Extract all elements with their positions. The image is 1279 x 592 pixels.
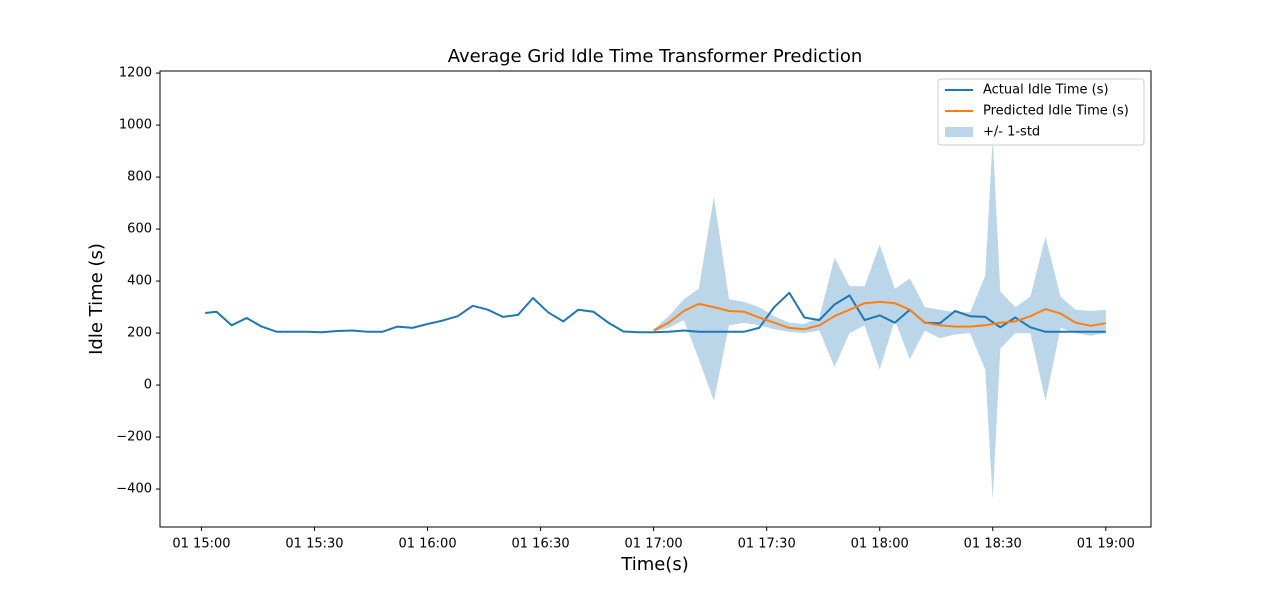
- legend-box: [937, 78, 1145, 146]
- legend-label: Predicted Idle Time (s): [983, 104, 1129, 119]
- y-tick-label: 800: [127, 170, 152, 185]
- legend-label: +/- 1-std: [983, 125, 1040, 140]
- y-tick-label: 400: [127, 274, 152, 289]
- std-band: [653, 138, 1106, 500]
- x-tick-label: 01 17:00: [625, 537, 683, 552]
- x-tick-label: 01 16:00: [398, 537, 456, 552]
- x-axis-label: Time(s): [620, 554, 688, 575]
- y-tick-label: 1000: [119, 118, 152, 133]
- y-tick-label: 1200: [119, 66, 152, 81]
- chart-title: Average Grid Idle Time Transformer Predi…: [448, 46, 863, 67]
- legend-swatch: [945, 127, 973, 137]
- legend-label: Actual Idle Time (s): [983, 83, 1109, 98]
- x-tick-label: 01 18:00: [851, 537, 909, 552]
- x-tick-label: 01 17:30: [738, 537, 796, 552]
- x-tick-label: 01 16:30: [512, 537, 570, 552]
- plot-frame: [159, 70, 1152, 528]
- y-tick-label: −200: [116, 430, 152, 445]
- y-tick-label: 200: [127, 326, 152, 341]
- x-tick-label: 01 15:30: [285, 537, 343, 552]
- x-tick-label: 01 19:00: [1077, 537, 1135, 552]
- y-tick-label: 0: [144, 378, 152, 393]
- series-line: [205, 291, 1106, 334]
- y-tick-label: 600: [127, 222, 152, 237]
- x-tick-label: 01 15:00: [172, 537, 230, 552]
- y-axis-label: Idle Time (s): [86, 243, 107, 355]
- x-tick-label: 01 18:30: [964, 537, 1022, 552]
- series-line: [653, 300, 1106, 332]
- y-tick-label: −400: [116, 482, 152, 497]
